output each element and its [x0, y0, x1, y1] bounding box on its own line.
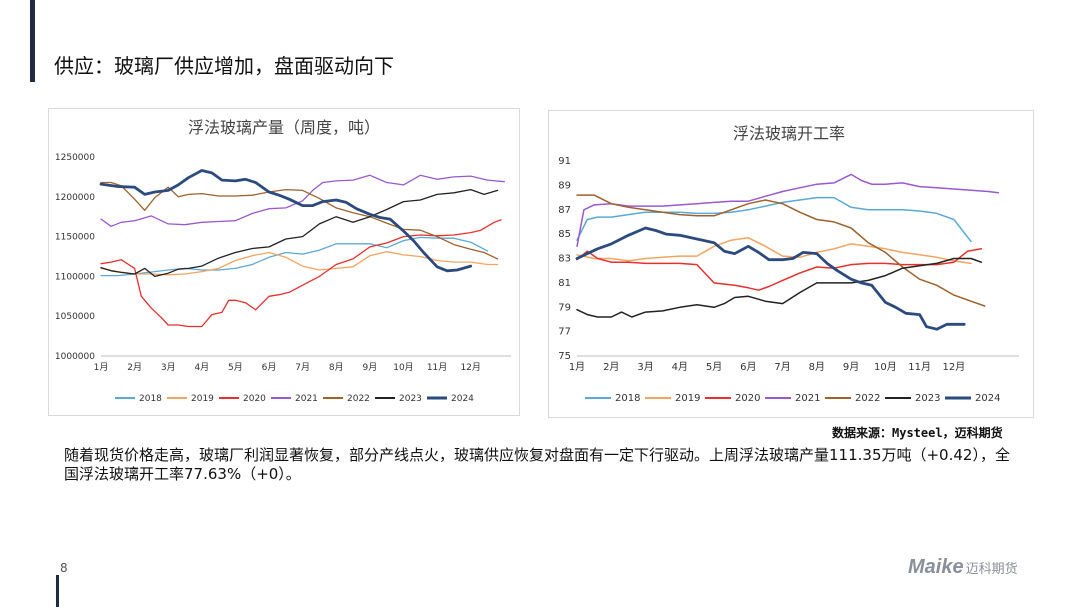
x-tick-label: 12月: [460, 362, 480, 373]
production-chart-panel: 浮法玻璃产量（周度，吨） 1000000 1050000 1100000 1150000…: [48, 108, 520, 416]
x-tick-label: 7月: [295, 362, 310, 373]
series-line-2019: [100, 251, 499, 276]
page-number: 8: [60, 561, 68, 575]
x-tick-label: 9月: [362, 362, 377, 373]
x-tick-label: 2月: [127, 362, 142, 373]
x-tick-label: 4月: [672, 361, 688, 373]
legend-label-2019: 2019: [675, 393, 700, 404]
series-line-2021: [576, 173, 1000, 248]
y-tick-label: 1150000: [55, 233, 95, 243]
y-tick-label: 1100000: [55, 272, 95, 282]
y-tick-label: 91: [558, 156, 571, 167]
series-line-2018: [100, 236, 489, 277]
accent-bar-bottom: [56, 575, 59, 607]
company-logo: Maike 迈科期货: [908, 556, 1018, 579]
series-line-2024: [99, 169, 473, 273]
x-tick-label: 2月: [603, 361, 619, 373]
y-tick-label: 1050000: [55, 312, 95, 322]
x-tick-label: 12月: [943, 361, 966, 373]
x-tick-label: 11月: [908, 361, 931, 373]
x-tick-label: 1月: [94, 362, 109, 373]
legend-label-2021: 2021: [795, 393, 820, 404]
production-chart: 浮法玻璃产量（周度，吨） 1000000 1050000 1100000 1150000…: [55, 118, 511, 404]
operating-rate-chart: 浮法玻璃开工率 75 77 79 81 83 85 87 89 91 1月 2月 3月 4月 5月 6月 7月 8…: [558, 124, 1019, 404]
logo-brand: Maike: [908, 556, 964, 578]
x-tick-label: 10月: [393, 362, 413, 373]
series-line-2021: [100, 174, 505, 227]
y-tick-label: 83: [558, 254, 571, 265]
legend-label-2021: 2021: [295, 394, 318, 404]
chart-title: 浮法玻璃开工率: [733, 124, 845, 143]
x-tick-label: 5月: [228, 362, 243, 373]
description-text: 随着现货价格走高，玻璃厂利润显著恢复，部分产线点火，玻璃供应恢复对盘面有一定下行…: [64, 446, 1010, 483]
y-tick-label: 77: [558, 327, 571, 338]
slide-title: 供应：玻璃厂供应增加，盘面驱动向下: [54, 54, 394, 78]
y-tick-label: 85: [558, 229, 571, 240]
y-tick-label: 87: [558, 205, 571, 216]
y-tick-label: 75: [558, 351, 571, 362]
series-line-2022: [576, 194, 986, 307]
x-tick-label: 6月: [740, 361, 756, 373]
y-tick-label: 81: [558, 278, 571, 289]
x-tick-label: 11月: [427, 362, 447, 373]
y-tick-label: 1250000: [55, 153, 95, 163]
x-tick-label: 9月: [843, 361, 859, 373]
series-line-2023: [100, 188, 499, 278]
logo-text: 迈科期货: [965, 562, 1018, 577]
legend-label-2020: 2020: [243, 394, 266, 404]
data-source: 数据来源：Mysteel，迈科期货: [832, 426, 1003, 440]
series-line-2023: [576, 257, 983, 318]
x-tick-label: 1月: [569, 361, 585, 373]
x-tick-label: 8月: [329, 362, 344, 373]
legend-label-2018: 2018: [139, 394, 162, 404]
y-tick-label: 89: [558, 180, 571, 191]
y-tick-label: 79: [558, 302, 571, 313]
series-line-2024: [575, 226, 966, 331]
legend-label-2023: 2023: [915, 393, 940, 404]
series-line-2020: [100, 219, 502, 328]
x-tick-label: 6月: [262, 362, 277, 373]
series-line-2020: [576, 248, 983, 291]
legend-label-2019: 2019: [191, 394, 214, 404]
x-tick-label: 10月: [874, 361, 897, 373]
chart-title: 浮法玻璃产量（周度，吨）: [188, 118, 380, 137]
y-tick-label: 1000000: [55, 352, 95, 362]
legend-label-2024: 2024: [451, 394, 474, 404]
series-line-2019: [576, 237, 972, 265]
legend-label-2022: 2022: [347, 394, 370, 404]
operating-rate-chart-panel: 浮法玻璃开工率 75 77 79 81 83 85 87 89 91 1月 2月 3月 4月 5月 6月 7月 8…: [548, 110, 1034, 418]
x-tick-label: 3月: [637, 361, 653, 373]
x-tick-label: 4月: [194, 362, 209, 373]
x-tick-label: 8月: [809, 361, 825, 373]
x-tick-label: 7月: [774, 361, 790, 373]
legend-label-2023: 2023: [399, 394, 422, 404]
legend-label-2022: 2022: [855, 393, 880, 404]
legend-label-2024: 2024: [975, 393, 1000, 404]
y-tick-label: 1200000: [55, 193, 95, 203]
accent-bar: [30, 0, 35, 82]
series-line-2022: [100, 181, 499, 260]
legend-label-2018: 2018: [615, 393, 640, 404]
series-line-2018: [576, 196, 972, 243]
x-tick-label: 5月: [706, 361, 722, 373]
x-tick-label: 3月: [161, 362, 176, 373]
legend-label-2020: 2020: [735, 393, 760, 404]
